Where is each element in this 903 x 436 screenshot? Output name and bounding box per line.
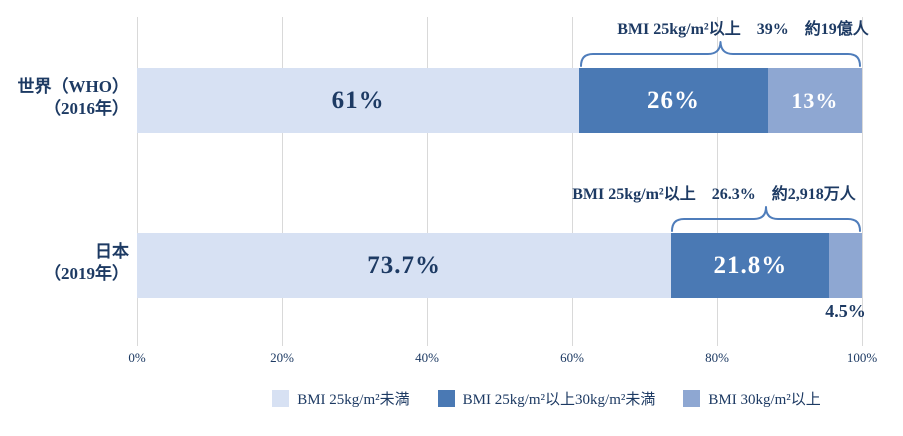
legend-label: BMI 30kg/m²以上 [708,392,821,408]
segment-japan-25to30: 21.8% [671,233,830,298]
legend-item-25to30: BMI 25kg/m²以上30kg/m²未満 [437,388,656,409]
segment-japan-over30 [829,233,862,298]
segment-label: 61% [331,86,385,114]
row-label-japan: 日本 （2019年） [0,241,129,285]
row-label-world-line1: 世界（WHO） [17,77,129,96]
segment-label: 26% [647,86,700,114]
row-label-world-line2: （2016年） [44,99,129,118]
legend-item-under25: BMI 25kg/m²未満 [272,388,410,409]
legend-item-over30: BMI 30kg/m²以上 [683,388,821,409]
segment-world-over30: 13% [767,68,862,133]
gridline-60 [572,17,573,346]
legend-label: BMI 25kg/m²以上30kg/m²未満 [462,392,656,408]
legend: BMI 25kg/m²未満 BMI 25kg/m²以上30kg/m²未満 BMI… [190,388,903,409]
legend-label: BMI 25kg/m²未満 [297,392,410,408]
x-tick-0: 0% [128,350,146,365]
legend-swatch-over30-icon [683,390,701,407]
segment-label: 13% [791,87,839,113]
segment-label: 21.8% [713,251,788,279]
segment-world-under25: 61% [137,68,580,133]
row-label-japan-line2: （2019年） [44,264,129,283]
gridline-100 [862,17,863,346]
segment-label: 73.7% [367,251,442,279]
legend-swatch-25to30-icon [437,390,455,407]
gridline-40 [427,17,428,346]
bar-japan: 73.7% 21.8% [137,233,862,298]
gridline-0 [137,17,138,346]
x-tick-40: 40% [415,350,439,365]
segment-label-japan-over30-outside: 4.5% [825,301,866,321]
segment-japan-under25: 73.7% [137,233,672,298]
annotation-japan: BMI 25kg/m²以上 26.3% 約2,918万人 [572,186,856,203]
annotation-who: BMI 25kg/m²以上 39% 約19億人 [617,21,869,38]
gridline-20 [282,17,283,346]
row-label-japan-line1: 日本 [95,242,129,261]
row-label-world: 世界（WHO） （2016年） [0,76,129,120]
bar-world: 61% 26% 13% [137,68,862,133]
brace-icon [671,206,861,232]
segment-world-25to30: 26% [579,68,768,133]
x-tick-60: 60% [560,350,584,365]
gridline-80 [717,17,718,346]
legend-swatch-under25-icon [272,390,290,407]
x-tick-20: 20% [270,350,294,365]
brace-icon [580,41,861,67]
x-tick-80: 80% [705,350,729,365]
x-tick-100: 100% [846,350,878,365]
